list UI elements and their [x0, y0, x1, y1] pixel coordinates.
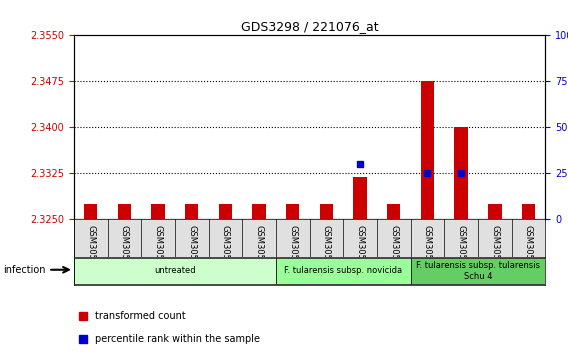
Text: GSM305436: GSM305436: [187, 225, 196, 276]
Text: GSM305433: GSM305433: [356, 225, 365, 276]
Title: GDS3298 / 221076_at: GDS3298 / 221076_at: [241, 20, 378, 33]
Bar: [521, 204, 535, 219]
Bar: [454, 127, 468, 219]
Text: GSM305432: GSM305432: [120, 225, 129, 276]
Text: untreated: untreated: [154, 266, 195, 275]
Text: GSM305437: GSM305437: [423, 225, 432, 276]
Text: F. tularensis subsp. novicida: F. tularensis subsp. novicida: [284, 266, 402, 275]
Bar: [353, 177, 367, 219]
Text: GSM305431: GSM305431: [322, 225, 331, 276]
Bar: [252, 204, 266, 219]
Bar: [286, 204, 299, 219]
Bar: [320, 204, 333, 219]
Bar: [185, 204, 198, 219]
Text: GSM305440: GSM305440: [254, 225, 264, 276]
Text: percentile rank within the sample: percentile rank within the sample: [95, 334, 260, 344]
Text: GSM305429: GSM305429: [288, 225, 297, 276]
Bar: [219, 204, 232, 219]
Bar: [151, 204, 165, 219]
Bar: [488, 204, 502, 219]
Text: GSM305441: GSM305441: [490, 225, 499, 276]
Text: GSM305438: GSM305438: [221, 225, 230, 276]
Text: infection: infection: [3, 265, 45, 275]
FancyBboxPatch shape: [74, 258, 276, 284]
Bar: [84, 204, 98, 219]
Text: F. tularensis subsp. tularensis
Schu 4: F. tularensis subsp. tularensis Schu 4: [416, 261, 540, 280]
FancyBboxPatch shape: [276, 258, 411, 284]
Text: transformed count: transformed count: [95, 311, 186, 321]
Text: GSM305434: GSM305434: [153, 225, 162, 276]
Bar: [118, 204, 131, 219]
FancyBboxPatch shape: [411, 258, 545, 284]
Text: GSM305439: GSM305439: [457, 225, 466, 276]
Text: GSM305435: GSM305435: [389, 225, 398, 276]
Bar: [421, 81, 434, 219]
Text: GSM305430: GSM305430: [86, 225, 95, 276]
Text: GSM305442: GSM305442: [524, 225, 533, 276]
Bar: [387, 204, 400, 219]
